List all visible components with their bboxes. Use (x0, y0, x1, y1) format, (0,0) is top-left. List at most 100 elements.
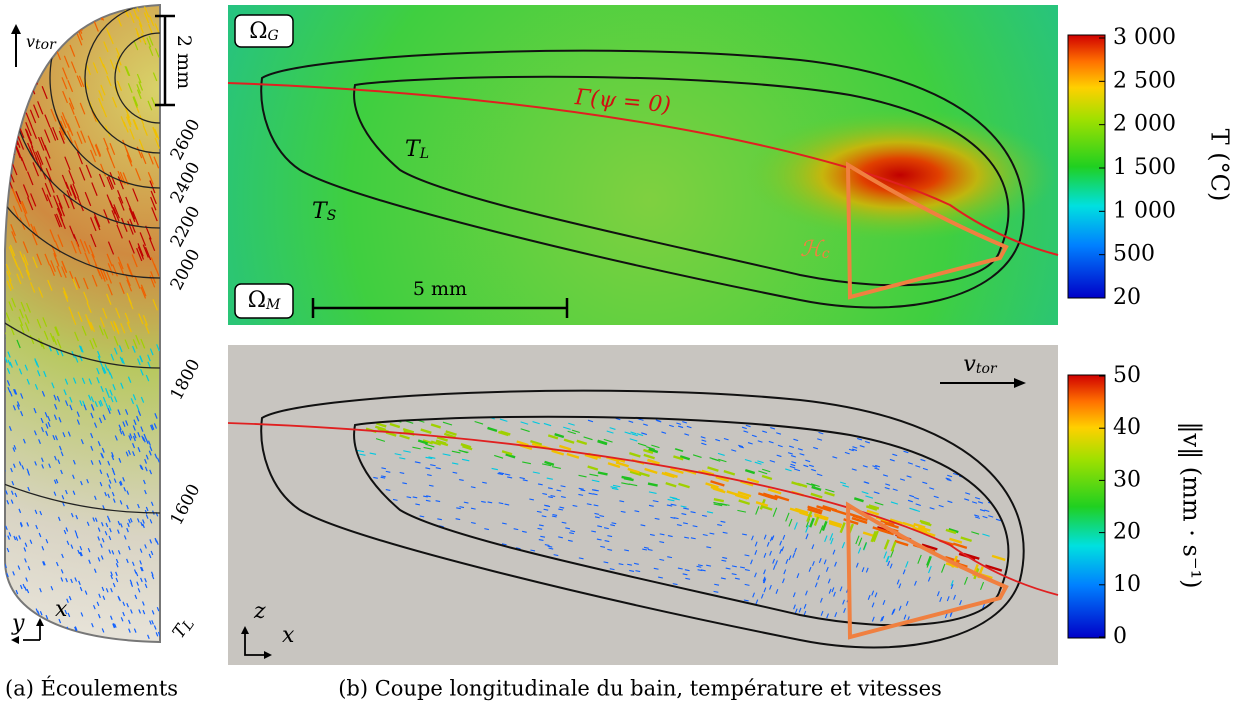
arrow (109, 59, 115, 70)
arrow (43, 370, 47, 378)
arrow (62, 501, 65, 507)
arrow (683, 507, 689, 510)
arrow (701, 514, 707, 517)
arrow (42, 317, 48, 327)
arrow (806, 510, 813, 523)
arrow (144, 544, 147, 549)
arrow (60, 451, 64, 457)
arrow (63, 529, 67, 535)
arrow (137, 410, 142, 417)
arrow (722, 531, 728, 534)
arrow (783, 569, 787, 575)
arrow (83, 241, 91, 255)
arrow (55, 213, 63, 228)
arrow (445, 430, 457, 436)
arrow (87, 135, 94, 148)
arrow (107, 241, 115, 255)
arrow (844, 451, 850, 455)
arrow (128, 628, 131, 633)
arrow (588, 492, 594, 495)
arrow (5, 312, 11, 322)
arrow (892, 453, 898, 457)
arrow (399, 471, 405, 474)
arrow (133, 569, 137, 574)
arrow (676, 524, 682, 527)
velocity-panel: vtor z x 50 40 30 20 10 0 ‖v‖ (mm · s⁻¹) (227, 345, 1206, 665)
arrow (57, 16, 64, 29)
arrow (135, 334, 141, 345)
arrow (385, 470, 391, 473)
arrow (97, 613, 101, 619)
arrow (896, 579, 900, 585)
arrow (27, 142, 34, 158)
arrow (666, 504, 673, 507)
arrow (126, 558, 129, 564)
arrow (743, 430, 749, 433)
arrow (5, 214, 7, 227)
arrow (538, 524, 544, 527)
arrow (114, 322, 120, 333)
arrow (751, 535, 754, 541)
arrow (717, 452, 725, 456)
arrow (49, 332, 55, 343)
arrow (145, 225, 152, 240)
arrow (106, 271, 112, 284)
arrow (593, 504, 599, 507)
arrow (706, 546, 712, 549)
arrow (556, 489, 562, 492)
arrow (913, 497, 920, 500)
arrow (65, 577, 68, 583)
arrow (572, 504, 578, 507)
arrow (112, 582, 116, 588)
arrow (37, 610, 40, 615)
arrow (772, 558, 775, 564)
arrow (762, 493, 778, 501)
arrow (136, 518, 140, 523)
arrow (740, 480, 754, 487)
arrow (120, 323, 126, 334)
arrow (72, 459, 76, 465)
arrow (462, 445, 473, 451)
colorbar-label: ‖v‖ (mm · s⁻¹) (1177, 422, 1206, 589)
arrow (865, 495, 874, 499)
arrow (604, 540, 610, 543)
colorbar-tick-label: 1 500 (1113, 155, 1176, 180)
arrow (54, 326, 59, 337)
arrow (20, 201, 27, 215)
arrow (117, 550, 121, 555)
arrow (950, 580, 954, 587)
arrow (67, 431, 71, 437)
arrow (75, 534, 79, 539)
label-box (234, 283, 294, 319)
arrow (423, 446, 433, 450)
arrow (624, 549, 630, 552)
arrow (100, 385, 104, 393)
arrow (29, 335, 35, 345)
arrow (106, 75, 112, 87)
arrow (851, 468, 857, 471)
arrow (12, 5, 19, 17)
arrow (70, 240, 77, 254)
arrow (591, 479, 600, 483)
arrow (148, 553, 152, 559)
arrow (117, 190, 124, 204)
arrow (715, 475, 730, 483)
arrow (138, 81, 144, 91)
arrow (108, 484, 112, 489)
arrow (979, 509, 986, 512)
arrow (17, 52, 25, 67)
liquidus-contour (353, 75, 1010, 287)
arrow (98, 593, 101, 599)
arrow (112, 264, 118, 277)
arrow (38, 439, 41, 445)
arrow (851, 516, 868, 524)
arrow (890, 501, 899, 505)
arrow (945, 477, 951, 481)
arrow (909, 507, 917, 511)
arrow (39, 611, 43, 616)
arrow (797, 448, 803, 451)
arrow (757, 460, 764, 464)
arrow (705, 482, 719, 489)
arrow (109, 389, 113, 396)
arrow (437, 518, 442, 521)
